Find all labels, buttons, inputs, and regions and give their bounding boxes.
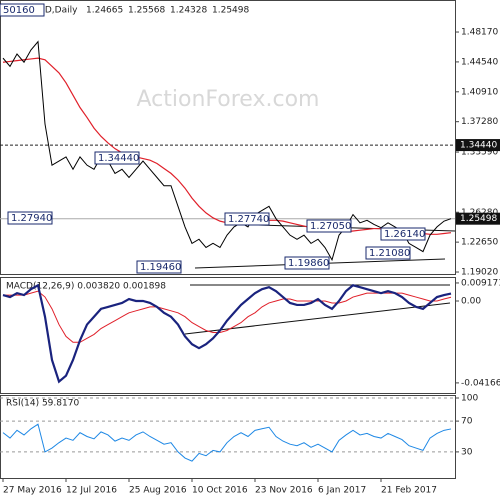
y-tick-label: 1.37280	[461, 117, 498, 127]
y-tick-label: 1.48170	[461, 28, 498, 38]
annotation: 1.27050	[310, 221, 351, 232]
x-tick-label: 21 Feb 2017	[381, 486, 437, 496]
y-tick-label: 30	[461, 447, 473, 457]
x-tick-label: 10 Oct 2016	[192, 486, 248, 496]
series-line	[2, 423, 452, 462]
y-tick-label: 1.33590	[461, 148, 498, 158]
macd-title: MACD(12,26,9) 0.003820 0.001898	[6, 282, 166, 292]
annotation-box	[7, 211, 53, 225]
series-line	[2, 57, 452, 235]
annotation: 1.19460	[140, 262, 181, 273]
y-tick-label: 1.19020	[461, 268, 498, 278]
annotation: 1.21080	[369, 248, 410, 259]
x-tick-label: 23 Nov 2016	[255, 486, 313, 496]
symbol: GBPUSD,Daily	[14, 6, 78, 16]
y-tick-label: 1.44540	[461, 57, 498, 67]
annotation-box	[365, 246, 411, 260]
series-line	[2, 40, 452, 262]
annotation: 1.19860	[288, 258, 329, 269]
annotation: 50160	[3, 5, 35, 16]
y-tick-label: 1.22650	[461, 238, 498, 248]
annotation-box	[380, 227, 426, 241]
open: 1.24665	[86, 6, 123, 16]
rsi-title: RSI(14) 59.8170	[6, 399, 79, 409]
y-tick-label: 70	[461, 417, 473, 427]
level-box	[456, 139, 500, 152]
watermark: ActionForex.com	[137, 87, 320, 112]
low: 1.24328	[170, 6, 207, 16]
last-price-label: 1.25498	[460, 214, 497, 224]
annotation: 1.27940	[11, 213, 52, 224]
annotation-box	[306, 219, 352, 233]
annotation-box	[0, 3, 45, 17]
close: 1.25498	[212, 6, 249, 16]
x-tick-label: 12 Jul 2016	[66, 486, 117, 496]
x-tick-label: 25 Aug 2016	[129, 486, 187, 496]
level-label: 1.34440	[460, 141, 497, 151]
y-tick-label: -0.041663	[461, 378, 500, 388]
y-tick-label: 0.009171	[461, 278, 500, 288]
annotation: 1.26140	[384, 229, 425, 240]
annotation-box	[224, 212, 270, 226]
annotation-box	[94, 151, 140, 165]
annotation-box	[136, 260, 182, 274]
y-tick-label: 100	[461, 394, 478, 404]
high: 1.25568	[128, 6, 165, 16]
x-tick-label: 27 May 2016	[3, 486, 62, 496]
x-tick-label: 6 Jan 2017	[318, 486, 366, 496]
y-tick-label: 0.00	[461, 296, 481, 306]
annotation: 1.34440	[98, 153, 139, 164]
series-line	[3, 290, 452, 343]
annotation-box	[284, 256, 330, 270]
frame	[0, 0, 456, 479]
series-line	[2, 283, 452, 384]
y-tick-label: 1.40910	[461, 87, 498, 97]
last-price-box	[456, 212, 500, 225]
annotation: 1.27740	[228, 214, 269, 225]
header: GBPUSD,Daily 1.24665 1.25568 1.24328 1.2…	[14, 6, 249, 16]
